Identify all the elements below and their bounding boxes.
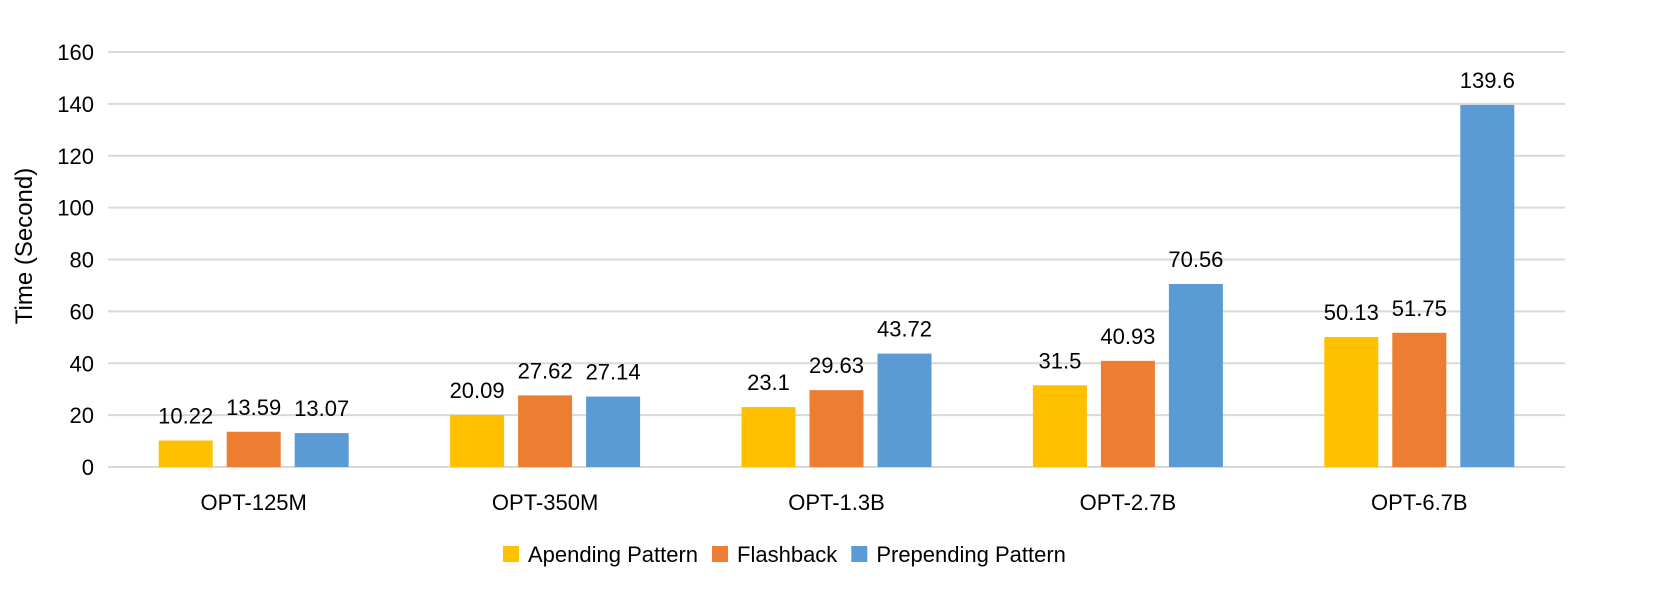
y-tick-label: 40 bbox=[70, 351, 94, 376]
y-tick-label: 120 bbox=[57, 144, 94, 169]
x-category-label: OPT-125M bbox=[201, 490, 307, 515]
data-label: 70.56 bbox=[1168, 247, 1223, 272]
legend: Apending Pattern Flashback Prepending Patt… bbox=[503, 542, 1066, 567]
data-label: 51.75 bbox=[1392, 296, 1447, 321]
bar-prepending-pattern-opt-350m bbox=[586, 396, 641, 467]
data-label: 23.1 bbox=[747, 370, 790, 395]
bar-apending-pattern-opt-125m bbox=[158, 440, 213, 467]
gridlines bbox=[108, 51, 1565, 468]
data-label: 27.62 bbox=[518, 358, 573, 383]
y-tick-label: 0 bbox=[82, 455, 94, 480]
bar-flashback-opt-2.7b bbox=[1100, 360, 1155, 467]
legend-label: Prepending Pattern bbox=[876, 542, 1066, 567]
legend-label: Apending Pattern bbox=[528, 542, 698, 567]
x-category-label: OPT-350M bbox=[492, 490, 598, 515]
y-tick-label: 60 bbox=[70, 299, 94, 324]
data-label: 10.22 bbox=[158, 403, 213, 428]
legend-swatch bbox=[712, 546, 729, 562]
bar-prepending-pattern-opt-6.7b bbox=[1460, 104, 1515, 467]
bar-flashback-opt-125m bbox=[226, 431, 281, 467]
data-label: 13.59 bbox=[226, 395, 281, 420]
y-axis-ticks: 0 20 40 60 80 100 120 140 160 bbox=[57, 40, 94, 480]
data-label: 31.5 bbox=[1038, 348, 1081, 373]
x-category-label: OPT-1.3B bbox=[788, 490, 885, 515]
data-label: 50.13 bbox=[1324, 300, 1379, 325]
data-label: 43.72 bbox=[877, 317, 932, 342]
data-label: 20.09 bbox=[450, 378, 505, 403]
data-label: 40.93 bbox=[1100, 324, 1155, 349]
bar-prepending-pattern-opt-1.3b bbox=[877, 353, 932, 467]
data-label: 139.6 bbox=[1460, 68, 1515, 93]
bar-flashback-opt-350m bbox=[518, 395, 573, 467]
data-label: 13.07 bbox=[294, 396, 349, 421]
bar-flashback-opt-6.7b bbox=[1392, 332, 1447, 467]
bar-apending-pattern-opt-6.7b bbox=[1324, 336, 1379, 467]
legend-swatch bbox=[503, 546, 519, 562]
data-labels: 10.22 13.59 13.07 20.09 27.62 27.14 23.1 29.63 4… bbox=[158, 68, 1515, 429]
y-axis-title: Time (Second) bbox=[11, 168, 38, 325]
x-axis-categories: OPT-125M OPT-350M OPT-1.3B OPT-2.7B OPT-6.7B bbox=[201, 490, 1468, 515]
bar-prepending-pattern-opt-125m bbox=[294, 433, 349, 467]
y-tick-label: 20 bbox=[70, 403, 94, 428]
x-category-label: OPT-2.7B bbox=[1080, 490, 1177, 515]
bar-prepending-pattern-opt-2.7b bbox=[1168, 283, 1223, 467]
x-category-label: OPT-6.7B bbox=[1371, 490, 1468, 515]
data-label: 29.63 bbox=[809, 353, 864, 378]
bars bbox=[158, 104, 1515, 467]
legend-swatch bbox=[851, 546, 868, 562]
y-tick-label: 80 bbox=[70, 248, 94, 273]
bar-apending-pattern-opt-2.7b bbox=[1032, 385, 1087, 467]
y-tick-label: 100 bbox=[57, 196, 94, 221]
bar-apending-pattern-opt-1.3b bbox=[741, 407, 796, 467]
legend-label: Flashback bbox=[737, 542, 838, 567]
data-label: 27.14 bbox=[586, 360, 641, 385]
bar-apending-pattern-opt-350m bbox=[450, 414, 505, 467]
y-tick-label: 160 bbox=[57, 40, 94, 65]
y-tick-label: 140 bbox=[57, 92, 94, 117]
bar-flashback-opt-1.3b bbox=[809, 390, 864, 467]
